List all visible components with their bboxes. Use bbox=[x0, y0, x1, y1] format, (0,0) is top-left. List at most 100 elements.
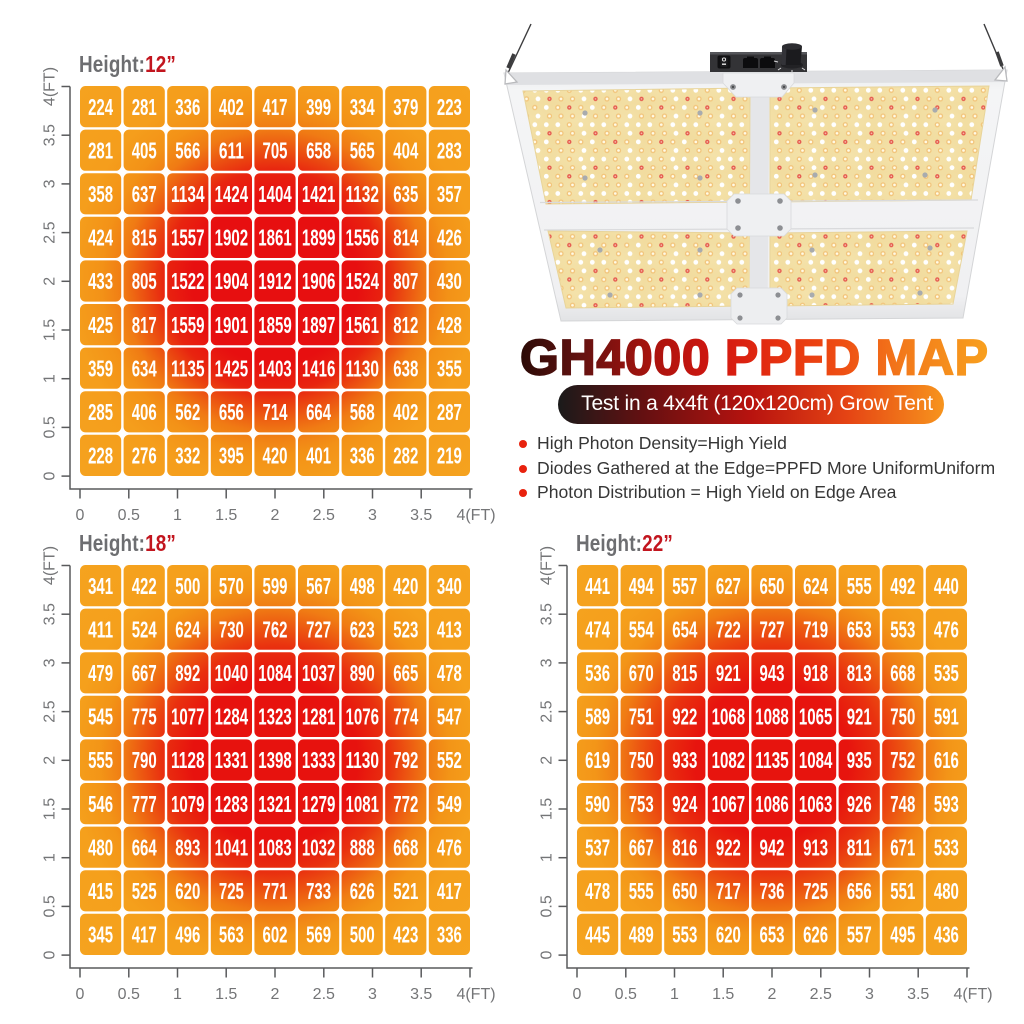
svg-text:1559: 1559 bbox=[171, 312, 205, 338]
svg-text:567: 567 bbox=[306, 573, 331, 599]
svg-text:0.5: 0.5 bbox=[118, 507, 140, 524]
svg-text:411: 411 bbox=[88, 616, 113, 642]
svg-text:668: 668 bbox=[890, 660, 915, 686]
svg-text:893: 893 bbox=[175, 834, 200, 860]
svg-text:814: 814 bbox=[393, 225, 418, 251]
svg-text:557: 557 bbox=[672, 573, 697, 599]
svg-text:546: 546 bbox=[88, 791, 113, 817]
svg-text:285: 285 bbox=[88, 399, 113, 425]
svg-text:817: 817 bbox=[132, 312, 157, 338]
svg-text:441: 441 bbox=[585, 573, 610, 599]
svg-text:1082: 1082 bbox=[712, 747, 746, 773]
svg-text:656: 656 bbox=[847, 878, 872, 904]
svg-text:480: 480 bbox=[934, 878, 959, 904]
svg-text:340: 340 bbox=[437, 573, 462, 599]
svg-text:1557: 1557 bbox=[171, 225, 205, 251]
svg-text:500: 500 bbox=[175, 573, 200, 599]
svg-text:620: 620 bbox=[175, 878, 200, 904]
svg-text:2: 2 bbox=[539, 756, 556, 765]
svg-text:1130: 1130 bbox=[345, 355, 379, 381]
svg-text:727: 727 bbox=[760, 616, 785, 642]
svg-text:650: 650 bbox=[760, 573, 785, 599]
svg-text:714: 714 bbox=[263, 399, 288, 425]
svg-text:345: 345 bbox=[88, 922, 113, 948]
svg-text:751: 751 bbox=[629, 704, 654, 730]
svg-text:1.5: 1.5 bbox=[539, 798, 556, 820]
svg-text:0.5: 0.5 bbox=[118, 986, 140, 1003]
svg-text:736: 736 bbox=[760, 878, 785, 904]
svg-text:287: 287 bbox=[437, 399, 462, 425]
svg-text:656: 656 bbox=[219, 399, 244, 425]
svg-text:357: 357 bbox=[437, 181, 462, 207]
svg-text:719: 719 bbox=[803, 616, 828, 642]
svg-text:942: 942 bbox=[760, 834, 785, 860]
svg-text:4(FT): 4(FT) bbox=[953, 986, 992, 1003]
svg-text:650: 650 bbox=[672, 878, 697, 904]
svg-text:623: 623 bbox=[350, 616, 375, 642]
svg-text:748: 748 bbox=[890, 791, 915, 817]
svg-text:283: 283 bbox=[437, 137, 462, 163]
svg-text:1524: 1524 bbox=[345, 268, 379, 294]
svg-text:1323: 1323 bbox=[258, 704, 292, 730]
svg-text:1040: 1040 bbox=[215, 660, 249, 686]
svg-text:635: 635 bbox=[393, 181, 418, 207]
svg-text:1421: 1421 bbox=[302, 181, 336, 207]
svg-text:551: 551 bbox=[890, 878, 915, 904]
svg-text:611: 611 bbox=[219, 137, 244, 163]
svg-text:436: 436 bbox=[934, 922, 959, 948]
svg-text:555: 555 bbox=[88, 747, 113, 773]
svg-text:405: 405 bbox=[132, 137, 157, 163]
svg-text:430: 430 bbox=[437, 268, 462, 294]
svg-text:555: 555 bbox=[847, 573, 872, 599]
svg-text:725: 725 bbox=[803, 878, 828, 904]
svg-text:1404: 1404 bbox=[258, 181, 292, 207]
svg-text:602: 602 bbox=[263, 922, 288, 948]
svg-text:406: 406 bbox=[132, 399, 157, 425]
svg-text:4(FT): 4(FT) bbox=[42, 546, 59, 585]
svg-text:2.5: 2.5 bbox=[42, 221, 59, 243]
svg-text:566: 566 bbox=[175, 137, 200, 163]
svg-text:1904: 1904 bbox=[215, 268, 249, 294]
svg-text:395: 395 bbox=[219, 443, 244, 469]
svg-text:1425: 1425 bbox=[215, 355, 249, 381]
svg-text:417: 417 bbox=[263, 94, 288, 120]
svg-text:624: 624 bbox=[175, 616, 200, 642]
svg-text:425: 425 bbox=[88, 312, 113, 338]
svg-text:524: 524 bbox=[132, 616, 157, 642]
svg-text:616: 616 bbox=[934, 747, 959, 773]
svg-text:1556: 1556 bbox=[345, 225, 379, 251]
svg-text:1522: 1522 bbox=[171, 268, 205, 294]
svg-text:705: 705 bbox=[263, 137, 288, 163]
svg-text:GH4000 PPFD MAP: GH4000 PPFD MAP bbox=[520, 330, 988, 386]
svg-text:570: 570 bbox=[219, 573, 244, 599]
svg-text:424: 424 bbox=[88, 225, 113, 251]
svg-text:0: 0 bbox=[42, 472, 59, 481]
svg-text:815: 815 bbox=[672, 660, 697, 686]
svg-text:545: 545 bbox=[88, 704, 113, 730]
svg-text:926: 926 bbox=[847, 791, 872, 817]
svg-text:774: 774 bbox=[393, 704, 418, 730]
svg-text:3: 3 bbox=[865, 986, 874, 1003]
svg-text:922: 922 bbox=[672, 704, 697, 730]
svg-text:913: 913 bbox=[803, 834, 828, 860]
svg-text:921: 921 bbox=[716, 660, 741, 686]
svg-text:224: 224 bbox=[88, 94, 113, 120]
svg-text:536: 536 bbox=[585, 660, 610, 686]
svg-text:4(FT): 4(FT) bbox=[456, 507, 495, 524]
svg-text:496: 496 bbox=[175, 922, 200, 948]
svg-text:399: 399 bbox=[306, 94, 331, 120]
svg-text:750: 750 bbox=[629, 747, 654, 773]
svg-text:495: 495 bbox=[890, 922, 915, 948]
svg-text:0: 0 bbox=[42, 951, 59, 960]
svg-text:494: 494 bbox=[629, 573, 654, 599]
svg-text:0.5: 0.5 bbox=[615, 986, 637, 1003]
svg-text:1: 1 bbox=[173, 986, 182, 1003]
svg-text:815: 815 bbox=[132, 225, 157, 251]
svg-text:890: 890 bbox=[350, 660, 375, 686]
svg-text:2: 2 bbox=[768, 986, 777, 1003]
svg-text:790: 790 bbox=[132, 747, 157, 773]
svg-text:1067: 1067 bbox=[712, 791, 746, 817]
svg-text:772: 772 bbox=[393, 791, 418, 817]
svg-text:0.5: 0.5 bbox=[539, 895, 556, 917]
svg-text:892: 892 bbox=[175, 660, 200, 686]
